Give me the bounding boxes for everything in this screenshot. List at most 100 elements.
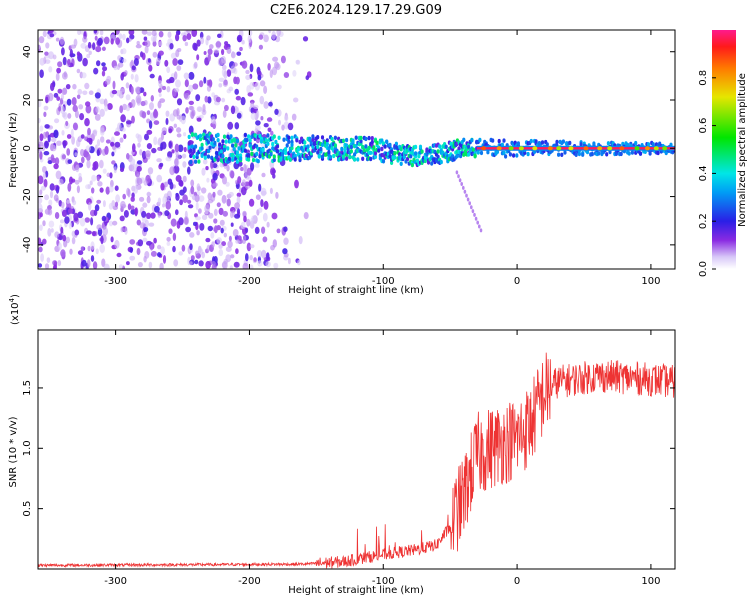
spectrogram-noise-cell	[39, 125, 44, 132]
spectrogram-band-cell	[194, 144, 198, 149]
spectrogram-noise-cell	[241, 186, 247, 196]
spectrogram-noise-cell	[42, 166, 47, 173]
spectrogram-noise-cell	[62, 56, 67, 66]
spectrogram-noise-cell	[207, 48, 213, 55]
spectrogram-noise-cell	[54, 118, 60, 124]
spectrogram-noise-cell	[72, 200, 77, 206]
spectrogram-band-cell	[247, 157, 251, 162]
spectrogram-band-cell	[585, 149, 590, 155]
spectrogram-noise-cell	[43, 111, 47, 118]
spectrogram-band-cell	[497, 138, 501, 144]
spectrogram-noise-cell	[267, 127, 272, 133]
spectrogram-noise-cell	[196, 54, 200, 61]
spectrogram-noise-cell	[82, 90, 88, 96]
spectrogram-noise-cell	[142, 237, 148, 243]
spectrogram-noise-cell	[110, 236, 114, 243]
spectrogram-noise-cell	[79, 113, 85, 121]
spectrogram-noise-cell	[144, 133, 149, 141]
spectrogram-band-cell	[370, 136, 374, 141]
spectrogram-noise-cell	[199, 36, 205, 45]
spectrogram-x-tick-label: -300	[104, 276, 127, 287]
spectrogram-noise-cell	[153, 136, 158, 146]
spectrogram-noise-cell	[146, 240, 152, 246]
snr-y-ticks: 0.5 1.0 1.5	[22, 380, 675, 517]
spectrogram-noise-cell	[96, 149, 100, 157]
spectrogram-noise-cell	[60, 226, 64, 234]
snr-scale-label: (x104)	[8, 294, 21, 325]
spectrogram-band-cell	[473, 153, 477, 158]
spectrogram-noise-cell	[51, 137, 57, 143]
spectrogram-band-cell	[333, 135, 337, 140]
spectrogram-noise-cell	[148, 222, 155, 227]
spectrogram-x-ticks: -300 -200 -100 0 100	[104, 30, 660, 287]
spectrogram-noise-cell	[226, 69, 232, 77]
spectrogram-noise-cell	[69, 176, 73, 185]
spectrogram-noise-cell	[158, 93, 162, 97]
spectrogram-noise-cell	[240, 166, 244, 172]
spectrogram-noise-cell	[189, 261, 193, 266]
spectrogram-noise-cell	[245, 253, 249, 262]
colorbar-gradient	[712, 30, 736, 269]
spectrogram-noise-cell	[255, 194, 261, 200]
spectrogram-noise-cell	[89, 180, 93, 186]
spectrogram-noise-cell	[169, 76, 175, 84]
spectrogram-noise-cell	[92, 261, 98, 269]
spectrogram-noise-cell	[170, 73, 176, 79]
spectrogram-band-cell	[555, 139, 559, 145]
spectrogram-noise-cell	[103, 36, 110, 45]
spectrogram-noise-cell	[212, 182, 218, 187]
chart-title: C2E6.2024.129.17.29.G09	[270, 3, 442, 18]
spectrogram-noise-cell	[120, 73, 124, 81]
spectrogram-noise-cell	[121, 127, 126, 132]
spectrogram-noise-cell	[188, 100, 194, 105]
spectrogram-band-cell	[341, 154, 345, 159]
spectrogram-y-tick-label: -40	[22, 237, 33, 253]
spectrogram-noise-cell	[201, 187, 207, 194]
spectrogram-noise-cell	[39, 57, 45, 66]
spectrogram-noise-cell	[74, 109, 79, 119]
spectrogram-noise-cell	[104, 104, 109, 112]
spectrogram-noise-cell	[231, 51, 235, 57]
spectrogram-band-cell	[192, 149, 196, 154]
spectrogram-noise-cell	[123, 133, 127, 139]
spectrogram-band-cell	[290, 145, 294, 151]
spectrogram-noise-cell	[126, 187, 130, 196]
spectrogram-noise-cell	[218, 77, 225, 83]
spectrogram-noise-cell	[118, 33, 123, 40]
spectrogram-band-cell	[479, 150, 484, 156]
spectrogram-noise-cell	[165, 200, 171, 210]
spectrogram-band-cell	[455, 153, 459, 159]
spectrogram-band-cell	[508, 152, 512, 157]
spectrogram-noise-cell	[256, 250, 263, 258]
spectrogram-noise-cell	[222, 260, 228, 269]
spectrogram-band-cell	[383, 144, 387, 149]
spectrogram-noise-cell	[178, 217, 184, 226]
spectrogram-band-cell	[203, 155, 207, 160]
spectrogram-noise-cell	[258, 34, 264, 40]
spectrogram-noise-cell	[102, 226, 108, 236]
spectrogram-noise-cell	[63, 240, 68, 248]
spectrogram-band-cell	[206, 140, 211, 145]
spectrogram-band-cell	[385, 139, 389, 144]
spectrogram-noise-cell	[214, 225, 218, 234]
spectrogram-band-cell	[206, 148, 211, 154]
spectrogram-band-cell	[251, 157, 256, 163]
spectrogram-noise-cell	[38, 36, 45, 44]
spectrogram-noise-cell	[149, 243, 154, 251]
spectrogram-band-cell	[187, 141, 191, 146]
spectrogram-band-cell	[560, 152, 564, 157]
spectrogram-noise-cell	[88, 50, 92, 55]
spectrogram-heatmap	[38, 30, 675, 269]
spectrogram-noise-cell	[60, 93, 65, 100]
spectrogram-noise-cell	[175, 175, 182, 182]
spectrogram-noise-cell	[191, 194, 198, 201]
spectrogram-noise-cell	[148, 120, 153, 129]
snr-x-tick-label: 0	[514, 576, 520, 587]
spectrogram-band-cell	[393, 151, 397, 156]
spectrogram-band-cell	[272, 154, 276, 159]
spectrogram-noise-cell	[153, 120, 160, 125]
spectrogram-noise-cell	[116, 252, 122, 258]
spectrogram-noise-cell	[129, 255, 136, 261]
spectrogram-noise-cell	[266, 117, 273, 122]
spectrogram-x-tick-label: 0	[514, 276, 520, 287]
